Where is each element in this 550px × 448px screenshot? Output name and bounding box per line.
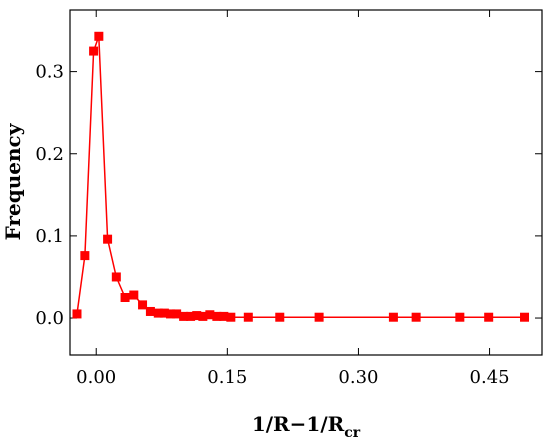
data-point (103, 234, 113, 244)
data-point (314, 312, 324, 322)
data-point (153, 308, 163, 318)
data-point (198, 311, 208, 321)
data-point (89, 46, 99, 56)
y-tick-label: 0.3 (35, 62, 64, 83)
data-point (388, 312, 398, 322)
x-tick-label: 0.00 (76, 367, 116, 388)
data-point (72, 309, 82, 319)
y-tick-label: 0.0 (35, 308, 64, 329)
data-point (172, 309, 182, 319)
x-tick-label: 0.30 (338, 367, 378, 388)
x-axis-label: 1/R−1/Rcr (252, 412, 361, 441)
data-point (275, 312, 285, 322)
data-point (212, 311, 222, 321)
data-point (455, 312, 465, 322)
data-point (186, 311, 196, 321)
data-point (166, 309, 176, 319)
data-point (111, 272, 121, 282)
data-point (226, 312, 236, 322)
y-tick-label: 0.1 (35, 226, 64, 247)
data-point (243, 312, 253, 322)
data-point (205, 310, 215, 320)
data-series (72, 31, 530, 322)
series-line (76, 36, 525, 318)
x-axis-label-main: 1/R−1/R (252, 412, 345, 436)
data-point (159, 308, 169, 318)
data-point (80, 251, 90, 261)
y-tick-label: 0.2 (35, 144, 64, 165)
data-point (120, 293, 130, 302)
data-point (219, 311, 229, 321)
data-point (138, 300, 148, 310)
y-axis-ticks: 0.0 0.1 0.2 0.3 (35, 62, 542, 329)
data-point (179, 311, 189, 321)
data-point (145, 306, 155, 316)
y-axis-label: Frequency (1, 122, 25, 240)
data-point (484, 312, 494, 322)
x-axis-label-subscript: cr (344, 425, 361, 441)
data-point (192, 311, 202, 321)
data-point (411, 312, 421, 322)
x-tick-label: 0.15 (207, 367, 247, 388)
x-axis-ticks: 0.00 0.15 0.30 0.45 (76, 10, 510, 388)
plot-frame (69, 9, 543, 356)
data-point (520, 312, 530, 322)
x-tick-label: 0.45 (470, 367, 510, 388)
data-point (129, 290, 139, 300)
data-point (94, 31, 104, 41)
